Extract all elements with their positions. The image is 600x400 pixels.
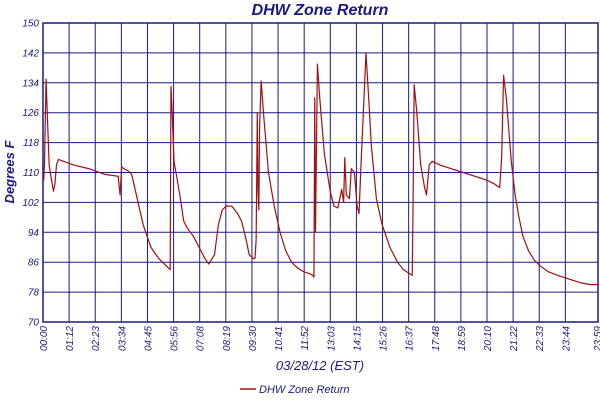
y-tick-label: 70 [28, 318, 40, 329]
x-axis-ticks: 00:00 01:12 02:23 03:34 04:45 05:56 07:08 08:19… [39, 326, 600, 352]
x-tick-label: 23:59 [593, 326, 600, 352]
y-tick-label: 126 [22, 108, 39, 119]
y-tick-label: 142 [22, 48, 39, 59]
y-tick-label: 102 [22, 198, 39, 209]
y-axis-label: Degrees F [2, 140, 17, 204]
legend-label: DHW Zone Return [259, 384, 349, 396]
x-tick-label: 08:19 [222, 326, 233, 351]
x-tick-label: 05:56 [170, 326, 181, 351]
x-axis-label: 03/28/12 (EST) [276, 358, 364, 373]
x-tick-label: 01:12 [65, 326, 76, 351]
series-line [43, 52, 598, 286]
x-tick-label: 13:03 [326, 326, 337, 351]
series-layer [43, 52, 598, 286]
legend: DHW Zone Return [240, 384, 349, 396]
x-tick-label: 17:48 [431, 326, 442, 351]
y-tick-label: 78 [28, 288, 40, 299]
x-tick-label: 23:44 [561, 326, 572, 352]
y-tick-label: 94 [28, 228, 40, 239]
y-axis-ticks: 70 78 86 94 102 110 118 126 134 142 150 [22, 19, 39, 329]
y-tick-label: 134 [22, 78, 39, 89]
x-tick-label: 00:00 [39, 326, 50, 351]
x-tick-label: 14:15 [352, 326, 363, 351]
x-tick-label: 20:10 [483, 326, 494, 352]
x-tick-label: 03:34 [117, 326, 128, 351]
x-tick-label: 15:26 [379, 326, 390, 351]
x-tick-label: 07:08 [196, 326, 207, 351]
y-tick-label: 118 [23, 138, 39, 149]
chart-title: DHW Zone Return [252, 2, 389, 19]
x-tick-label: 11:52 [300, 326, 311, 351]
y-tick-label: 150 [22, 19, 39, 30]
x-tick-label: 22:33 [535, 326, 546, 352]
x-tick-label: 04:45 [143, 326, 154, 351]
x-tick-label: 16:37 [405, 326, 416, 351]
y-tick-label: 110 [23, 168, 39, 179]
x-tick-label: 09:30 [248, 326, 259, 351]
x-tick-label: 18:59 [457, 326, 468, 351]
x-tick-label: 21:22 [509, 326, 520, 352]
x-tick-label: 02:23 [91, 326, 102, 351]
y-tick-label: 86 [28, 258, 40, 269]
x-tick-label: 10:41 [274, 326, 285, 351]
grid [43, 23, 598, 322]
